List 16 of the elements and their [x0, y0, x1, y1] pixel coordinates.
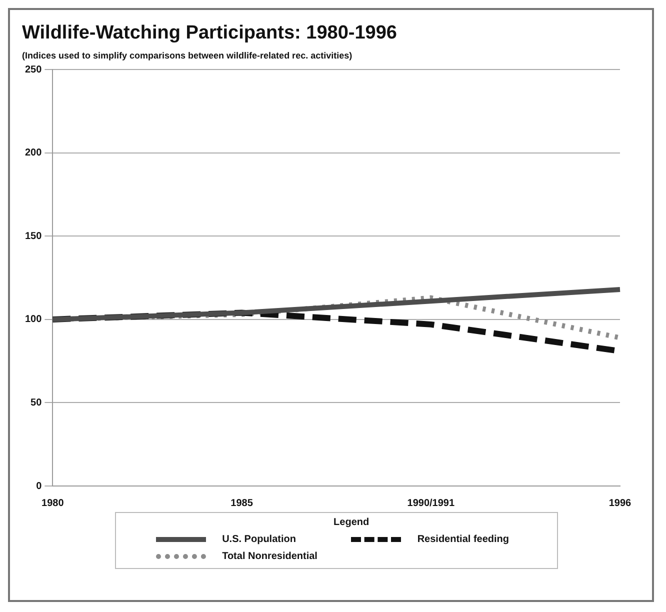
y-tick-label: 150	[24, 230, 42, 242]
legend-label: Residential feeding	[417, 534, 510, 545]
y-tick-label: 50	[30, 397, 42, 408]
x-tick-label: 1996	[608, 498, 632, 509]
y-tick-label: 200	[24, 148, 42, 159]
x-tick-label: 1990/1991	[407, 498, 455, 509]
legend-title: Legend	[332, 517, 370, 528]
legend-label: U.S. Population	[222, 534, 296, 545]
y-tick-label: 0	[36, 480, 42, 492]
y-tick-label: 100	[24, 314, 42, 326]
y-tick-label: 250	[24, 64, 42, 76]
x-tick-label: 1985	[230, 498, 254, 509]
legend-label: Total Nonresidential	[222, 551, 318, 562]
chart-title: Wildlife-Watching Participants: 1980-1996	[22, 22, 397, 44]
chart-subtitle: (Indices used to simplify comparisons between wildlife-related rec. activities)	[22, 50, 352, 61]
x-tick-label: 1980	[42, 498, 64, 509]
